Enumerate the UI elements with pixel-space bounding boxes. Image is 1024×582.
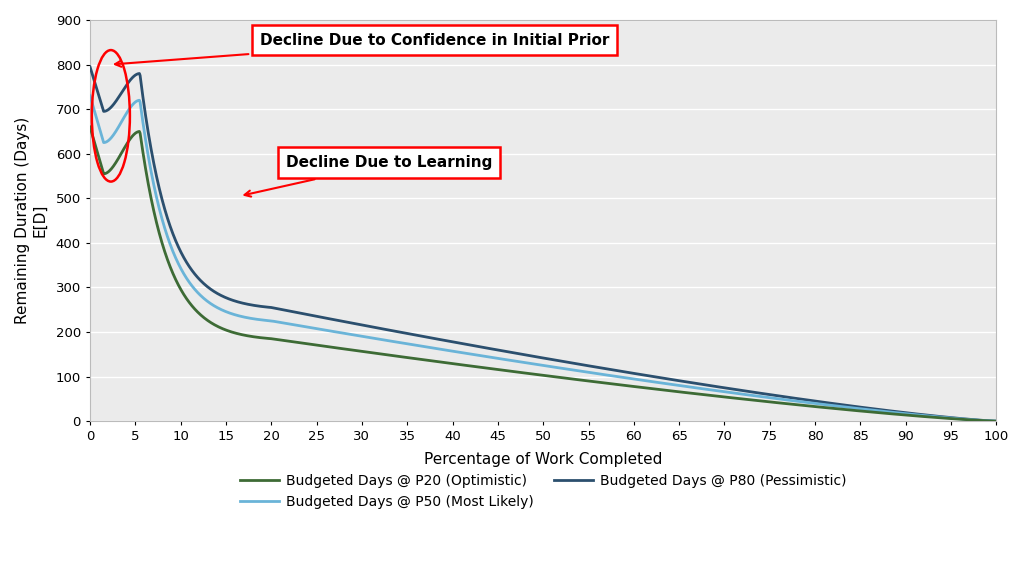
- Line: Budgeted Days @ P20 (Optimistic): Budgeted Days @ P20 (Optimistic): [90, 127, 996, 421]
- Budgeted Days @ P50 (Most Likely): [213, 305, 225, 312]
- Budgeted Days @ P20 (Optimistic): [990, 418, 1002, 425]
- Budgeted Days @ P50 (Most Likely): [120, 111, 132, 118]
- Budgeted Days @ P20 (Optimistic): [120, 142, 132, 149]
- Budgeted Days @ P20 (Optimistic): [84, 123, 96, 130]
- Text: Decline Due to Learning: Decline Due to Learning: [245, 155, 493, 197]
- Budgeted Days @ P50 (Most Likely): [225, 310, 238, 317]
- Budgeted Days @ P80 (Pessimistic): [225, 296, 238, 303]
- Budgeted Days @ P80 (Pessimistic): [120, 83, 132, 90]
- Budgeted Days @ P80 (Pessimistic): [213, 291, 225, 298]
- X-axis label: Percentage of Work Completed: Percentage of Work Completed: [424, 452, 663, 467]
- Budgeted Days @ P20 (Optimistic): [127, 132, 139, 139]
- Budgeted Days @ P20 (Optimistic): [225, 328, 238, 335]
- Budgeted Days @ P20 (Optimistic): [211, 322, 223, 329]
- Budgeted Days @ P50 (Most Likely): [90, 115, 102, 122]
- Budgeted Days @ P50 (Most Likely): [84, 93, 96, 100]
- Budgeted Days @ P80 (Pessimistic): [127, 73, 139, 80]
- Budgeted Days @ P20 (Optimistic): [90, 146, 102, 153]
- Budgeted Days @ P20 (Optimistic): [213, 324, 225, 331]
- Budgeted Days @ P80 (Pessimistic): [990, 418, 1002, 425]
- Legend: Budgeted Days @ P20 (Optimistic), Budgeted Days @ P50 (Most Likely), Budgeted Da: Budgeted Days @ P20 (Optimistic), Budget…: [234, 469, 852, 514]
- Text: Decline Due to Confidence in Initial Prior: Decline Due to Confidence in Initial Pri…: [115, 33, 609, 67]
- Budgeted Days @ P50 (Most Likely): [127, 101, 139, 108]
- Line: Budgeted Days @ P50 (Most Likely): Budgeted Days @ P50 (Most Likely): [90, 96, 996, 421]
- Budgeted Days @ P80 (Pessimistic): [90, 84, 102, 91]
- Budgeted Days @ P50 (Most Likely): [211, 304, 223, 311]
- Budgeted Days @ P50 (Most Likely): [990, 418, 1002, 425]
- Budgeted Days @ P80 (Pessimistic): [84, 63, 96, 70]
- Line: Budgeted Days @ P80 (Pessimistic): Budgeted Days @ P80 (Pessimistic): [90, 67, 996, 421]
- Y-axis label: Remaining Duration (Days)
E[D]: Remaining Duration (Days) E[D]: [15, 117, 47, 324]
- Budgeted Days @ P80 (Pessimistic): [211, 290, 223, 297]
